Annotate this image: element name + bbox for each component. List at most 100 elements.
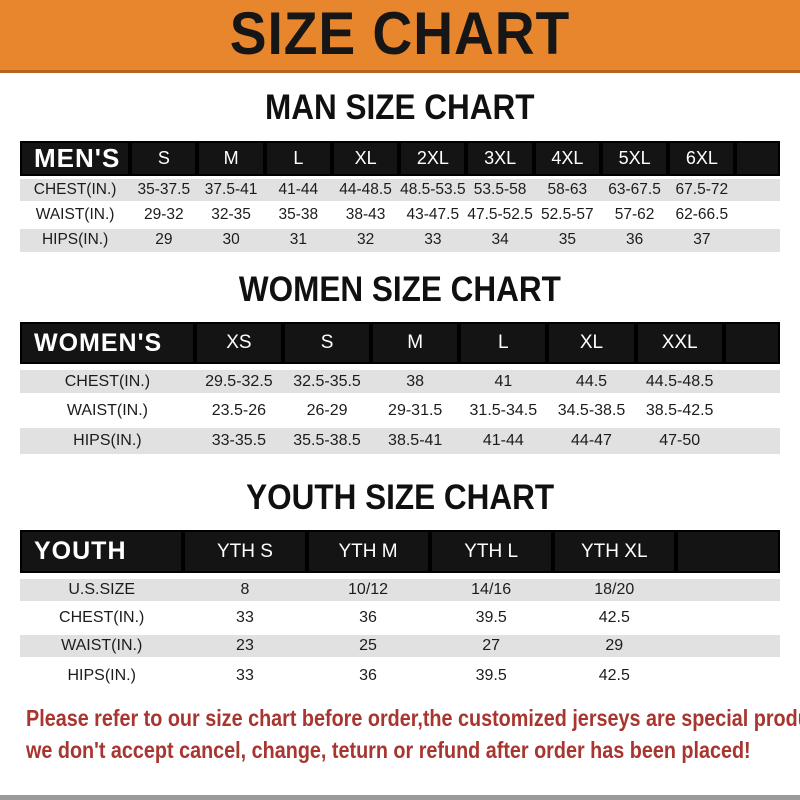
row-label: WAIST(IN.) — [20, 393, 195, 425]
size-value: 18/20 — [552, 573, 676, 604]
size-value: 32-35 — [197, 200, 265, 227]
size-value: 31 — [264, 225, 332, 252]
filler-cell — [675, 657, 780, 688]
size-value: 33 — [183, 601, 307, 632]
filler-cell — [675, 530, 780, 576]
table-row: U.S.SIZE 8 10/12 14/16 18/20 — [20, 573, 780, 604]
size-value: 62-66.5 — [668, 200, 736, 227]
column-header: 3XL — [466, 141, 534, 177]
column-header: 6XL — [668, 141, 736, 177]
column-header: YTH S — [183, 530, 307, 576]
size-value: 44.5-48.5 — [635, 364, 724, 396]
column-header: 5XL — [600, 141, 669, 177]
size-value: 44.5 — [547, 364, 636, 396]
size-value: 35-38 — [264, 200, 332, 227]
size-value: 8 — [183, 573, 307, 604]
size-value: 41 — [459, 364, 548, 396]
size-value: 29.5-32.5 — [194, 364, 283, 396]
size-value: 25 — [306, 629, 430, 660]
filler-cell — [675, 629, 780, 660]
size-value: 42.5 — [552, 657, 676, 688]
size-value: 67.5-72 — [668, 175, 736, 202]
table-row: CHEST(IN.) 29.5-32.5 32.5-35.5 38 41 44.5 44.5… — [20, 364, 780, 396]
column-header: XL — [331, 141, 400, 177]
table-header-row: MEN'S S M L XL 2XL 3XL 4XL 5XL 6XL — [20, 141, 780, 177]
filler-cell — [723, 422, 780, 454]
column-header: S — [130, 141, 198, 177]
size-value: 36 — [306, 601, 430, 632]
size-table: WOMEN'S XS S M L XL XXL CHEST(IN.) 29.5-32.5 32.5… — [20, 322, 780, 454]
size-value: 39.5 — [429, 601, 553, 632]
filler-cell — [735, 141, 780, 177]
size-value: 31.5-34.5 — [459, 393, 548, 425]
men-size-table: MEN'S S M L XL 2XL 3XL 4XL 5XL 6XL CHEST(IN.) 35-37… — [20, 141, 780, 252]
column-header: 2XL — [399, 141, 467, 177]
size-value: 38-43 — [331, 200, 400, 227]
filler-cell — [735, 175, 780, 202]
size-value: 36 — [600, 225, 669, 252]
size-value: 33-35.5 — [194, 422, 283, 454]
bottom-edge-strip — [0, 795, 800, 800]
women-size-table: WOMEN'S XS S M L XL XXL CHEST(IN.) 29.5-32.5 32.5… — [20, 322, 780, 454]
size-value: 29-31.5 — [371, 393, 460, 425]
size-value: 27 — [429, 629, 553, 660]
filler-cell — [735, 225, 780, 252]
row-label: HIPS(IN.) — [20, 225, 131, 252]
table-row: CHEST(IN.) 33 36 39.5 42.5 — [20, 601, 780, 632]
table-row: HIPS(IN.) 29 30 31 32 33 34 35 36 37 — [20, 225, 780, 252]
table-header-label: WOMEN'S — [20, 322, 195, 367]
size-value: 63-67.5 — [600, 175, 669, 202]
size-value: 41-44 — [264, 175, 332, 202]
table-row: WAIST(IN.) 23 25 27 29 — [20, 629, 780, 660]
size-value: 43-47.5 — [399, 200, 467, 227]
size-value: 26-29 — [282, 393, 372, 425]
table-row: HIPS(IN.) 33-35.5 35.5-38.5 38.5-41 41-44 44-… — [20, 422, 780, 454]
women-section-heading: WOMEN SIZE CHART — [238, 270, 561, 309]
column-header: XS — [194, 322, 283, 367]
banner-title: SIZE CHART — [229, 0, 571, 67]
size-table: MEN'S S M L XL 2XL 3XL 4XL 5XL 6XL CHEST(IN.) 35-37… — [20, 141, 780, 252]
row-label: CHEST(IN.) — [20, 601, 184, 632]
man-section-heading: MAN SIZE CHART — [265, 88, 535, 127]
filler-cell — [723, 364, 780, 396]
size-value: 47-50 — [635, 422, 724, 454]
size-value: 36 — [306, 657, 430, 688]
column-header: M — [197, 141, 265, 177]
size-value: 29-32 — [130, 200, 198, 227]
table-row: HIPS(IN.) 33 36 39.5 42.5 — [20, 657, 780, 688]
column-header: L — [264, 141, 332, 177]
size-value: 30 — [197, 225, 265, 252]
size-value: 41-44 — [459, 422, 548, 454]
table-row: CHEST(IN.) 35-37.5 37.5-41 41-44 44-48.5 48.5… — [20, 175, 780, 202]
column-header: YTH M — [306, 530, 430, 576]
row-label: CHEST(IN.) — [20, 175, 131, 202]
row-label: U.S.SIZE — [20, 573, 184, 604]
size-value: 14/16 — [429, 573, 553, 604]
size-value: 37 — [668, 225, 736, 252]
filler-cell — [675, 601, 780, 632]
row-label: WAIST(IN.) — [20, 629, 184, 660]
row-label: HIPS(IN.) — [20, 422, 195, 454]
size-value: 53.5-58 — [466, 175, 534, 202]
size-value: 33 — [399, 225, 467, 252]
row-label: WAIST(IN.) — [20, 200, 131, 227]
disclaimer-line-1: Please refer to our size chart before or… — [26, 705, 800, 731]
size-value: 35-37.5 — [130, 175, 198, 202]
table-row: WAIST(IN.) 29-32 32-35 35-38 38-43 43-47.5 47.… — [20, 200, 780, 227]
size-value: 35.5-38.5 — [282, 422, 372, 454]
size-value: 29 — [130, 225, 198, 252]
filler-cell — [735, 200, 780, 227]
disclaimer-note: Please refer to our size chart before or… — [0, 702, 800, 766]
table-row: WAIST(IN.) 23.5-26 26-29 29-31.5 31.5-34.5 34… — [20, 393, 780, 425]
size-value: 10/12 — [306, 573, 430, 604]
column-header: YTH L — [429, 530, 553, 576]
youth-size-table: YOUTH YTH S YTH M YTH L YTH XL U.S.SIZE 8 10/12… — [20, 530, 780, 688]
youth-section-heading: YOUTH SIZE CHART — [245, 478, 554, 517]
size-value: 32.5-35.5 — [282, 364, 372, 396]
size-value: 33 — [183, 657, 307, 688]
size-value: 58-63 — [533, 175, 601, 202]
table-header-row: YOUTH YTH S YTH M YTH L YTH XL — [20, 530, 780, 576]
size-value: 39.5 — [429, 657, 553, 688]
column-header: YTH XL — [552, 530, 676, 576]
size-value: 38 — [371, 364, 460, 396]
